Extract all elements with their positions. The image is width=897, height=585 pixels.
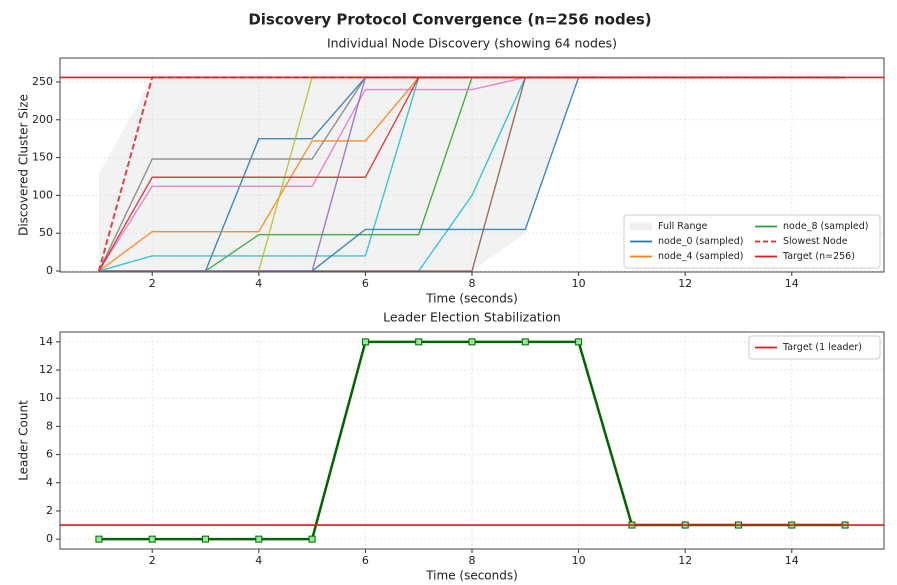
x-tick-label: 8	[469, 277, 476, 290]
x-tick-label: 10	[572, 277, 586, 290]
legend-label: node_8 (sampled)	[783, 221, 869, 232]
axes-title: Leader Election Stabilization	[383, 310, 561, 325]
axes-frame	[59, 331, 885, 550]
legend-label: node_0 (sampled)	[658, 236, 744, 247]
y-tick-label: 4	[46, 476, 53, 489]
legend-label: Full Range	[658, 221, 708, 232]
marker	[202, 535, 210, 543]
x-tick-label: 8	[469, 554, 476, 567]
legend-label: Slowest Node	[783, 236, 848, 247]
legend-box	[748, 335, 881, 360]
x-tick-label: 12	[678, 554, 692, 567]
x-tick-label: 6	[362, 554, 369, 567]
x-tick-label: 6	[362, 277, 369, 290]
figure-title: Discovery Protocol Convergence (n=256 no…	[248, 11, 651, 29]
y-tick-label: 0	[46, 532, 53, 545]
y-tick-label: 150	[32, 151, 53, 164]
axes-title: Individual Node Discovery (showing 64 no…	[327, 36, 617, 51]
range-band	[98, 77, 846, 272]
y-axis-label: Leader Count	[17, 400, 31, 481]
y-tick-label: 200	[32, 113, 53, 126]
x-tick-label: 10	[572, 554, 586, 567]
marker	[575, 338, 583, 346]
marker	[361, 338, 369, 346]
y-tick-label: 14	[39, 335, 53, 348]
x-tick-label: 4	[255, 554, 262, 567]
x-tick-label: 2	[149, 554, 156, 567]
legend-box	[623, 214, 881, 269]
legend-swatch	[630, 222, 652, 231]
marker	[468, 338, 476, 346]
marker	[308, 535, 316, 543]
y-tick-label: 50	[39, 226, 53, 239]
x-tick-label: 2	[149, 277, 156, 290]
y-tick-label: 8	[46, 419, 53, 432]
y-tick-label: 12	[39, 363, 53, 376]
axes-frame	[59, 57, 885, 273]
legend-label: node_4 (sampled)	[658, 251, 744, 262]
y-axis-label: Discovered Cluster Size	[17, 94, 31, 236]
legend-label: Target (n=256)	[782, 251, 855, 262]
x-tick-label: 14	[785, 277, 799, 290]
legend-label: Target (1 leader)	[782, 342, 862, 353]
x-tick-label: 14	[785, 554, 799, 567]
marker	[95, 535, 103, 543]
x-tick-label: 4	[255, 277, 262, 290]
x-tick-label: 12	[678, 277, 692, 290]
y-tick-label: 10	[39, 391, 53, 404]
y-tick-label: 2	[46, 504, 53, 517]
plot-area	[60, 338, 884, 543]
y-tick-label: 250	[32, 75, 53, 88]
y-tick-label: 0	[46, 264, 53, 277]
marker	[415, 338, 423, 346]
x-axis-label: Time (seconds)	[425, 569, 518, 583]
y-tick-label: 100	[32, 188, 53, 201]
y-tick-label: 6	[46, 448, 53, 461]
marker	[148, 535, 156, 543]
x-axis-label: Time (seconds)	[425, 292, 518, 306]
plot-area	[60, 76, 884, 272]
marker	[255, 535, 263, 543]
marker	[521, 338, 529, 346]
